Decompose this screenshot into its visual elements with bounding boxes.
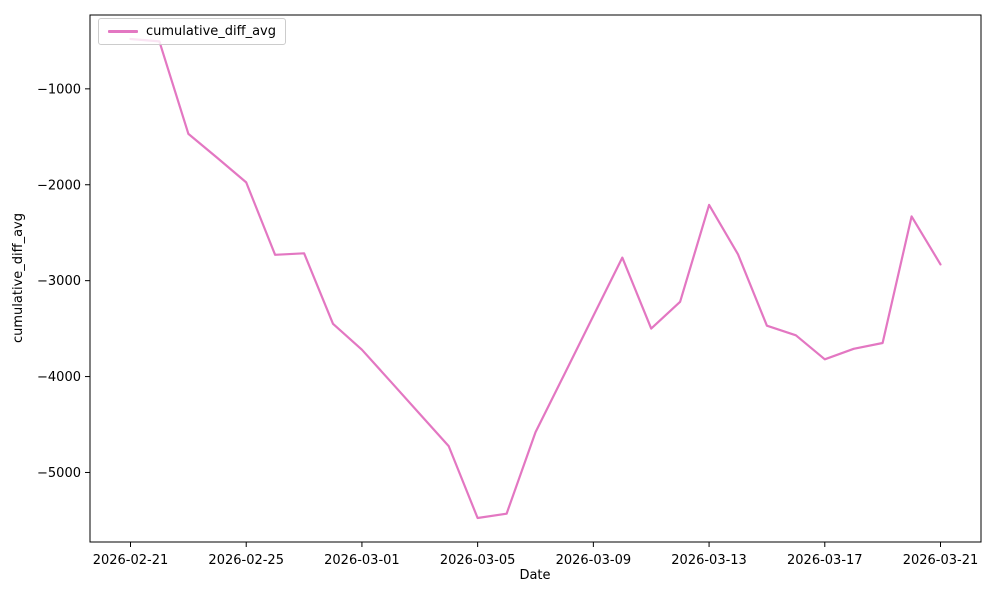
legend-line-sample-icon [108,30,138,33]
x-tick-label: 2026-03-09 [556,553,632,568]
legend-entry-label: cumulative_diff_avg [146,24,276,39]
x-tick-label: 2026-03-21 [903,553,979,568]
y-tick-label: −1000 [37,82,81,97]
plot-dynamic-layer: 2026-02-21 2026-02-25 2026-03-01 2026-03-05… [37,14,982,568]
x-tick-label: 2026-02-25 [208,553,284,568]
x-tick-label: 2026-03-17 [787,553,863,568]
y-tick-label: −2000 [37,178,81,193]
legend: cumulative_diff_avg [98,18,286,45]
x-axis-label: Date [519,568,550,583]
x-tick-label: 2026-02-21 [93,553,169,568]
y-axis-label: cumulative_diff_avg [11,213,26,343]
y-tick-label: −3000 [37,274,81,289]
x-tick-label: 2026-03-13 [671,553,747,568]
x-tick-label: 2026-03-01 [324,553,400,568]
y-tick-label: −5000 [37,466,81,481]
x-tick-label: 2026-03-05 [440,553,516,568]
y-tick-label: −4000 [37,370,81,385]
plot-spines [89,14,982,543]
series-line-cumulative_diff_avg [129,37,942,520]
